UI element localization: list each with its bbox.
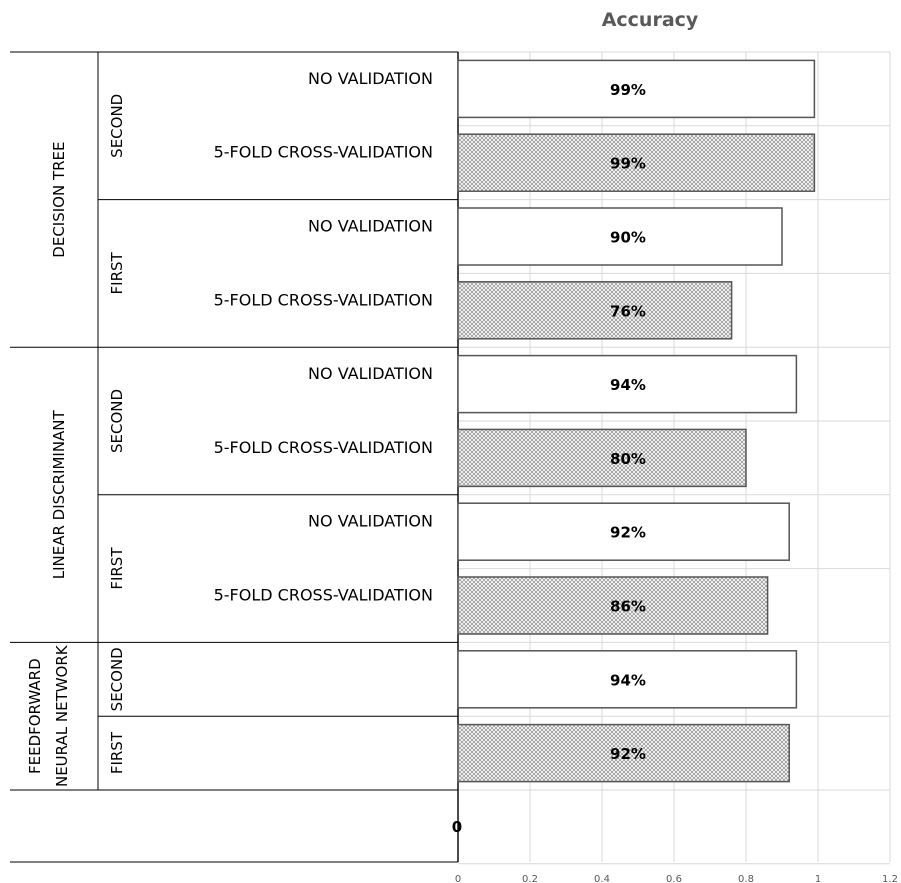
data-label: 92% — [610, 745, 646, 763]
bar — [457, 428, 747, 488]
data-label: 92% — [610, 524, 646, 542]
bar-category-label: NO VALIDATION — [308, 512, 433, 531]
bar-category-label: 5-FOLD CROSS-VALIDATION — [214, 290, 433, 309]
subgroup-label: FIRST — [108, 251, 126, 294]
bar — [457, 502, 790, 561]
x-tick-label: 1.2 — [882, 874, 898, 883]
x-tick-label: 0.8 — [738, 874, 754, 883]
group-label: DECISION TREE — [50, 141, 68, 257]
zero-label: 0 — [452, 818, 462, 836]
data-label: 99% — [610, 81, 646, 99]
x-axis-ticks: 0 0.2 0.4 0.6 0.8 1 1.2 — [455, 874, 898, 883]
bar — [457, 59, 816, 119]
data-label: 94% — [610, 376, 646, 394]
bar — [457, 133, 816, 192]
subgroup-label: SECOND — [108, 647, 126, 711]
data-label: 99% — [610, 155, 646, 173]
subgroup-label: FIRST — [108, 731, 126, 774]
bar-category-label: NO VALIDATION — [308, 364, 433, 383]
data-label: 86% — [610, 598, 646, 616]
data-label: 94% — [610, 671, 646, 689]
group-label: LINEAR DISCRIMINANT — [50, 409, 68, 579]
x-tick-label: 0.6 — [666, 874, 682, 883]
category-labels: NO VALIDATION 5-FOLD CROSS-VALIDATION SECO… — [26, 69, 433, 787]
x-tick-label: 1 — [815, 874, 821, 883]
group-label: FEEDFORWARD — [26, 658, 44, 774]
bar — [457, 723, 790, 783]
x-tick-label: 0 — [455, 874, 461, 883]
bar — [457, 354, 798, 414]
chart-title: Accuracy — [602, 9, 699, 31]
bar-category-label: 5-FOLD CROSS-VALIDATION — [214, 586, 433, 605]
bar-category-label: NO VALIDATION — [308, 217, 433, 236]
category-table — [10, 51, 459, 863]
bar — [457, 207, 783, 266]
group-label: NEURAL NETWORK — [53, 644, 71, 787]
bars: 99% 99% 90% 76% 94% 80% 92% 86% 94% 92% — [457, 59, 816, 783]
subgroup-label: SECOND — [108, 389, 126, 453]
subgroup-label: SECOND — [108, 94, 126, 158]
x-tick-label: 0.2 — [522, 874, 538, 883]
bar-category-label: NO VALIDATION — [308, 69, 433, 88]
x-tick-label: 0.4 — [594, 874, 610, 883]
data-label: 80% — [610, 450, 646, 468]
data-label: 76% — [610, 302, 646, 320]
subgroup-label: FIRST — [108, 547, 126, 590]
bar-category-label: 5-FOLD CROSS-VALIDATION — [214, 438, 433, 457]
bar-category-label: 5-FOLD CROSS-VALIDATION — [214, 143, 433, 162]
bar — [457, 281, 733, 340]
bar — [457, 576, 769, 635]
data-label: 90% — [610, 229, 646, 247]
bar — [457, 650, 798, 709]
